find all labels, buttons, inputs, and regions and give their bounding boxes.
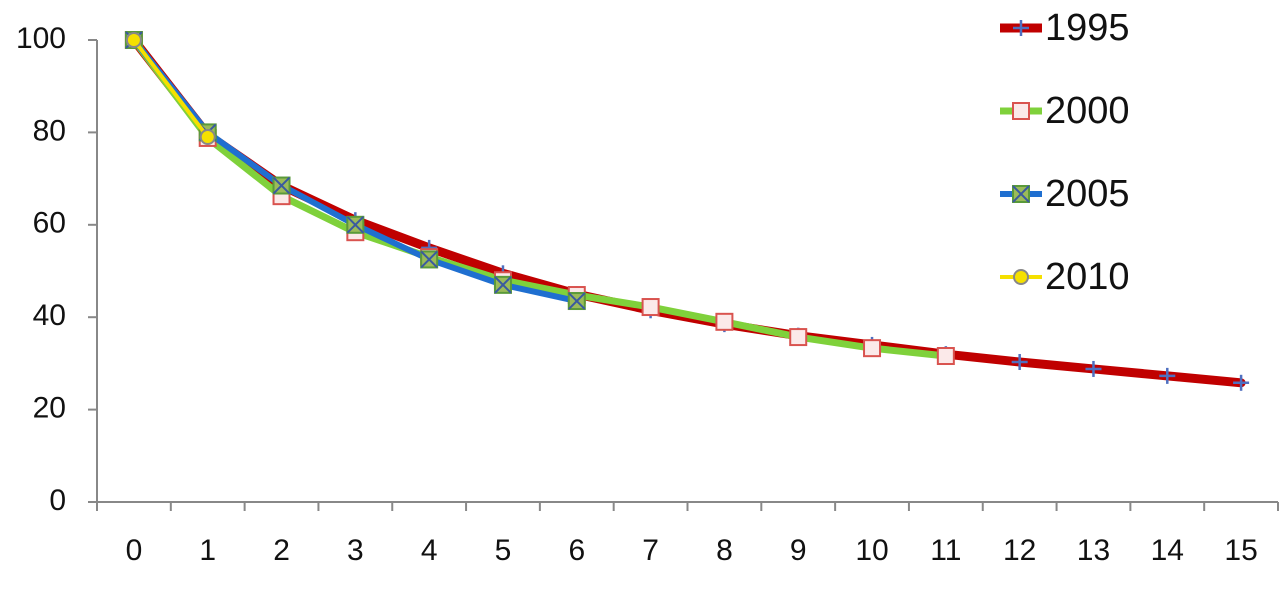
marker-part	[1013, 269, 1029, 285]
x-tick-label: 6	[568, 534, 585, 567]
x-tick-label: 3	[347, 534, 364, 567]
marker	[1012, 185, 1030, 203]
y-tick-label: 60	[33, 207, 66, 240]
legend-text: 1995	[1045, 7, 1130, 49]
x-tick-label: 1	[199, 534, 216, 567]
series-line	[130, 37, 580, 305]
marker	[1159, 367, 1176, 384]
marker-part	[641, 298, 660, 317]
marker-part	[420, 250, 438, 269]
legend-text: 2005	[1045, 173, 1130, 215]
x-tick-label: 8	[716, 534, 733, 567]
marker-part	[789, 328, 808, 347]
marker	[1013, 269, 1029, 285]
series-line	[131, 38, 210, 140]
marker-part	[125, 32, 142, 48]
marker	[863, 339, 882, 358]
marker-part	[1012, 185, 1030, 203]
x-tick-label: 14	[1151, 534, 1184, 567]
marker-part	[494, 276, 512, 294]
x-tick-label: 13	[1077, 534, 1110, 567]
y-tick-label: 20	[33, 392, 66, 425]
marker-part	[346, 216, 365, 234]
marker-part	[715, 312, 734, 331]
marker	[1233, 374, 1250, 391]
x-tick-label: 10	[855, 534, 888, 567]
marker	[1085, 360, 1102, 377]
marker	[789, 328, 808, 347]
marker	[641, 298, 660, 317]
marker	[346, 215, 365, 234]
legend-text: 2010	[1045, 256, 1130, 298]
series-line	[130, 36, 950, 360]
marker	[1012, 102, 1030, 120]
marker	[199, 129, 216, 146]
x-tick-label: 4	[421, 534, 438, 567]
marker	[420, 250, 439, 269]
marker	[1013, 20, 1029, 36]
marker	[715, 312, 734, 331]
x-tick-label: 7	[642, 534, 659, 567]
marker	[493, 275, 512, 294]
marker	[272, 176, 291, 195]
marker	[936, 347, 955, 366]
marker	[125, 32, 142, 48]
y-tick-label: 0	[49, 484, 66, 517]
marker-part	[1012, 102, 1030, 120]
x-tick-label: 12	[1003, 534, 1036, 567]
marker-part	[199, 129, 216, 146]
marker-part	[272, 176, 291, 195]
y-tick-label: 80	[33, 114, 66, 147]
marker-part	[568, 292, 586, 310]
y-tick-label: 40	[33, 299, 66, 332]
marker-part	[863, 339, 882, 358]
x-tick-label: 2	[273, 534, 290, 567]
marker	[1011, 354, 1028, 371]
x-tick-label: 11	[930, 534, 961, 567]
x-tick-label: 9	[790, 534, 807, 567]
x-tick-label: 5	[495, 534, 512, 567]
marker	[567, 292, 586, 311]
y-tick-label: 100	[16, 22, 66, 55]
marker-part	[936, 347, 955, 366]
x-tick-label: 0	[126, 534, 143, 567]
legend-text: 2000	[1045, 90, 1130, 132]
x-tick-label: 15	[1224, 534, 1257, 567]
